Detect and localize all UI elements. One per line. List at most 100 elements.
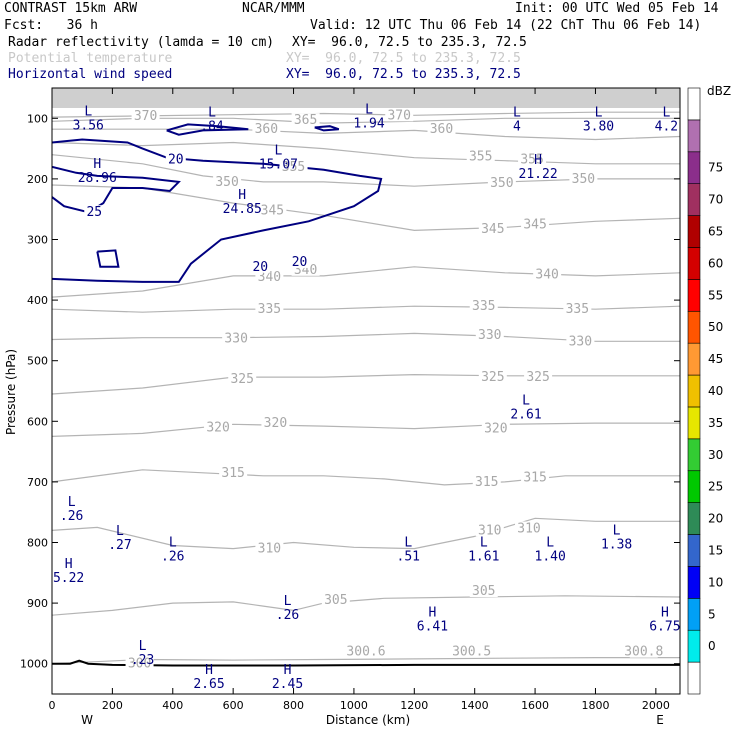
colorbar-swatch <box>687 598 701 631</box>
colorbar-swatch <box>687 438 701 472</box>
colorbar-swatch <box>687 629 701 663</box>
colorbar-swatch <box>687 534 701 567</box>
extremum-low-marker: L <box>480 536 488 551</box>
theta-label: 310 <box>478 523 501 538</box>
valid-time: Valid: 12 UTC Thu 06 Feb 14 (22 ChT Thu … <box>310 18 702 33</box>
theta-label: 370 <box>134 109 157 124</box>
colorbar-swatch <box>687 406 701 440</box>
theta-label: 320 <box>206 420 229 435</box>
dbz-colorbar: 0 5 10 15 20 25 30 35 40 45 50 55 60 65 70 75 <box>687 87 723 695</box>
theta-contour-350 <box>52 154 680 187</box>
wind-label: 20 <box>168 153 184 168</box>
y-tick-label: 700 <box>27 476 48 489</box>
extremum-value: .27 <box>108 538 131 553</box>
colorbar-label: 40 <box>708 384 723 398</box>
theta-label-bg <box>228 371 257 385</box>
theta-label: 350 <box>215 175 238 190</box>
colorbar-label: 25 <box>708 480 723 494</box>
extremum-value: .84 <box>200 119 224 134</box>
extremum-high-marker: H <box>65 557 73 572</box>
extremum-value: 3.56 <box>73 118 104 133</box>
extremum-value: 2.65 <box>193 677 224 692</box>
wind-contour-25 <box>96 249 120 268</box>
theta-label-bg <box>569 171 598 185</box>
extremum-high-marker: H <box>238 188 246 203</box>
extremum-value: .26 <box>161 550 184 565</box>
extremum-value: 21.22 <box>519 167 558 182</box>
extremum-value: 1.38 <box>601 538 632 553</box>
theta-label: 330 <box>224 331 247 346</box>
theta-label: 310 <box>258 542 281 557</box>
theta-contour-355 <box>52 141 680 165</box>
extremum-high-marker: H <box>429 605 437 620</box>
org-label: NCAR/MMM <box>242 1 305 16</box>
theta-contour-340 <box>52 266 680 298</box>
theta-label-bg <box>131 108 160 122</box>
theta-label: 300 <box>128 657 151 672</box>
extremum-value: 2.45 <box>272 677 303 692</box>
colorbar-label: 5 <box>708 607 716 621</box>
theta-label-bg <box>222 331 251 345</box>
y-tick-label: 600 <box>27 415 48 428</box>
theta-label: 330 <box>569 334 592 349</box>
field-xy-theta: XY= 96.0, 72.5 to 235.3, 72.5 <box>286 51 521 66</box>
colorbar-swatch <box>687 87 701 121</box>
colorbar-swatch <box>687 279 701 312</box>
colorbar-swatch <box>687 566 701 599</box>
upper-boundary-band <box>52 88 680 108</box>
theta-label: 305 <box>324 593 347 608</box>
x-tick-label: 1600 <box>521 699 549 712</box>
colorbar-label: 75 <box>708 161 723 175</box>
theta-label-bg <box>219 465 248 479</box>
theta-label-bg <box>457 644 486 658</box>
wind-label-bg <box>84 205 105 219</box>
theta-label-bg <box>475 523 504 537</box>
wind-label-bg <box>289 254 310 268</box>
forecast-hour: Fcst: 36 h <box>4 18 98 33</box>
theta-contour-300 <box>52 657 680 665</box>
theta-label-bg <box>255 302 284 316</box>
wind-contour-20 <box>166 123 249 136</box>
colorbar-label: 60 <box>708 256 723 270</box>
y-tick-label: 200 <box>27 173 48 186</box>
theta-label: 340 <box>258 270 281 285</box>
extremum-low-marker: L <box>68 495 76 510</box>
theta-label: 315 <box>475 475 498 490</box>
colorbar-swatch <box>687 470 701 503</box>
theta-label-bg <box>252 122 281 136</box>
extremum-low-marker: L <box>275 144 283 159</box>
extremum-low-marker: L <box>404 536 412 551</box>
colorbar-label: 30 <box>708 448 723 462</box>
y-tick-label: 500 <box>27 355 48 368</box>
theta-label: 360 <box>430 122 453 137</box>
extremum-low-marker: L <box>116 524 124 539</box>
theta-label-bg <box>515 521 544 535</box>
extremum-high-marker: H <box>534 153 542 168</box>
theta-label-bg <box>563 302 592 316</box>
theta-label: 365 <box>294 113 317 128</box>
theta-label-bg <box>213 174 242 188</box>
theta-label-bg <box>469 299 498 313</box>
theta-label: 300.5 <box>452 645 491 660</box>
theta-label: 345 <box>261 203 284 218</box>
colorbar-swatch <box>687 215 701 248</box>
y-tick-label: 800 <box>27 537 48 550</box>
theta-label-bg <box>629 644 658 658</box>
theta-label-bg <box>566 334 595 348</box>
theta-label-bg <box>533 267 562 281</box>
colorbar-swatch <box>687 119 701 153</box>
y-tick-label: 100 <box>27 112 48 125</box>
wind-label-bg <box>250 259 271 273</box>
colorbar-swatch <box>687 661 701 695</box>
colorbar-swatch <box>687 310 701 344</box>
extremum-low-marker: L <box>365 102 373 117</box>
theta-label-bg <box>478 370 507 384</box>
extremum-value: 6.75 <box>649 619 680 634</box>
extremum-value: 5.22 <box>53 571 84 586</box>
theta-label-bg <box>385 108 414 122</box>
y-tick-label: 400 <box>27 294 48 307</box>
extremum-value: 4.2 <box>655 119 678 134</box>
theta-label: 315 <box>523 471 546 486</box>
extremum-low-marker: L <box>595 105 603 120</box>
colorbar-label: 50 <box>708 320 723 334</box>
